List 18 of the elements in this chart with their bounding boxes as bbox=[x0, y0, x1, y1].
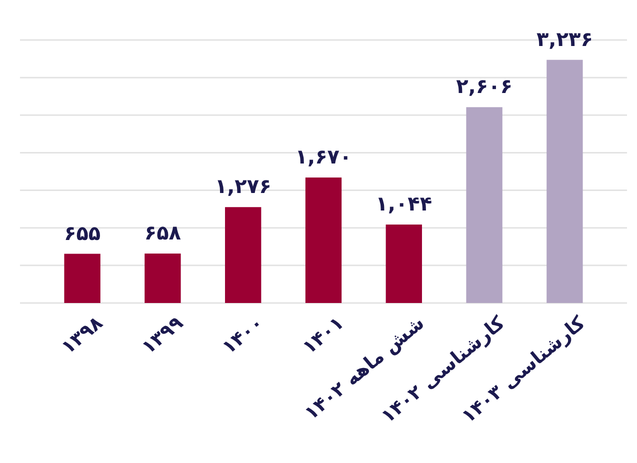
bar bbox=[225, 207, 262, 303]
bar bbox=[305, 178, 342, 303]
data-label: ۲,۶۰۶ bbox=[456, 74, 513, 98]
data-label: ۱,۰۴۴ bbox=[376, 192, 432, 216]
data-label: ۱,۶۷۰ bbox=[295, 144, 352, 169]
x-tick-label: ۱۴۰۰ bbox=[218, 312, 268, 359]
bar bbox=[466, 107, 502, 303]
bar bbox=[386, 224, 422, 303]
bar bbox=[144, 254, 181, 303]
data-label: ۶۵۵ bbox=[64, 220, 101, 245]
bar bbox=[546, 60, 583, 303]
x-tick-label: ۱۴۰۱ bbox=[298, 312, 348, 359]
data-label: ۶۵۸ bbox=[144, 220, 182, 245]
data-label: ۳,۲۳۶ bbox=[536, 26, 593, 51]
x-tick-label: ۱۳۹۸ bbox=[57, 312, 108, 359]
bar bbox=[64, 254, 100, 303]
data-label: ۱,۲۷۶ bbox=[214, 174, 272, 198]
x-tick-label: ۱۳۹۹ bbox=[138, 312, 188, 359]
